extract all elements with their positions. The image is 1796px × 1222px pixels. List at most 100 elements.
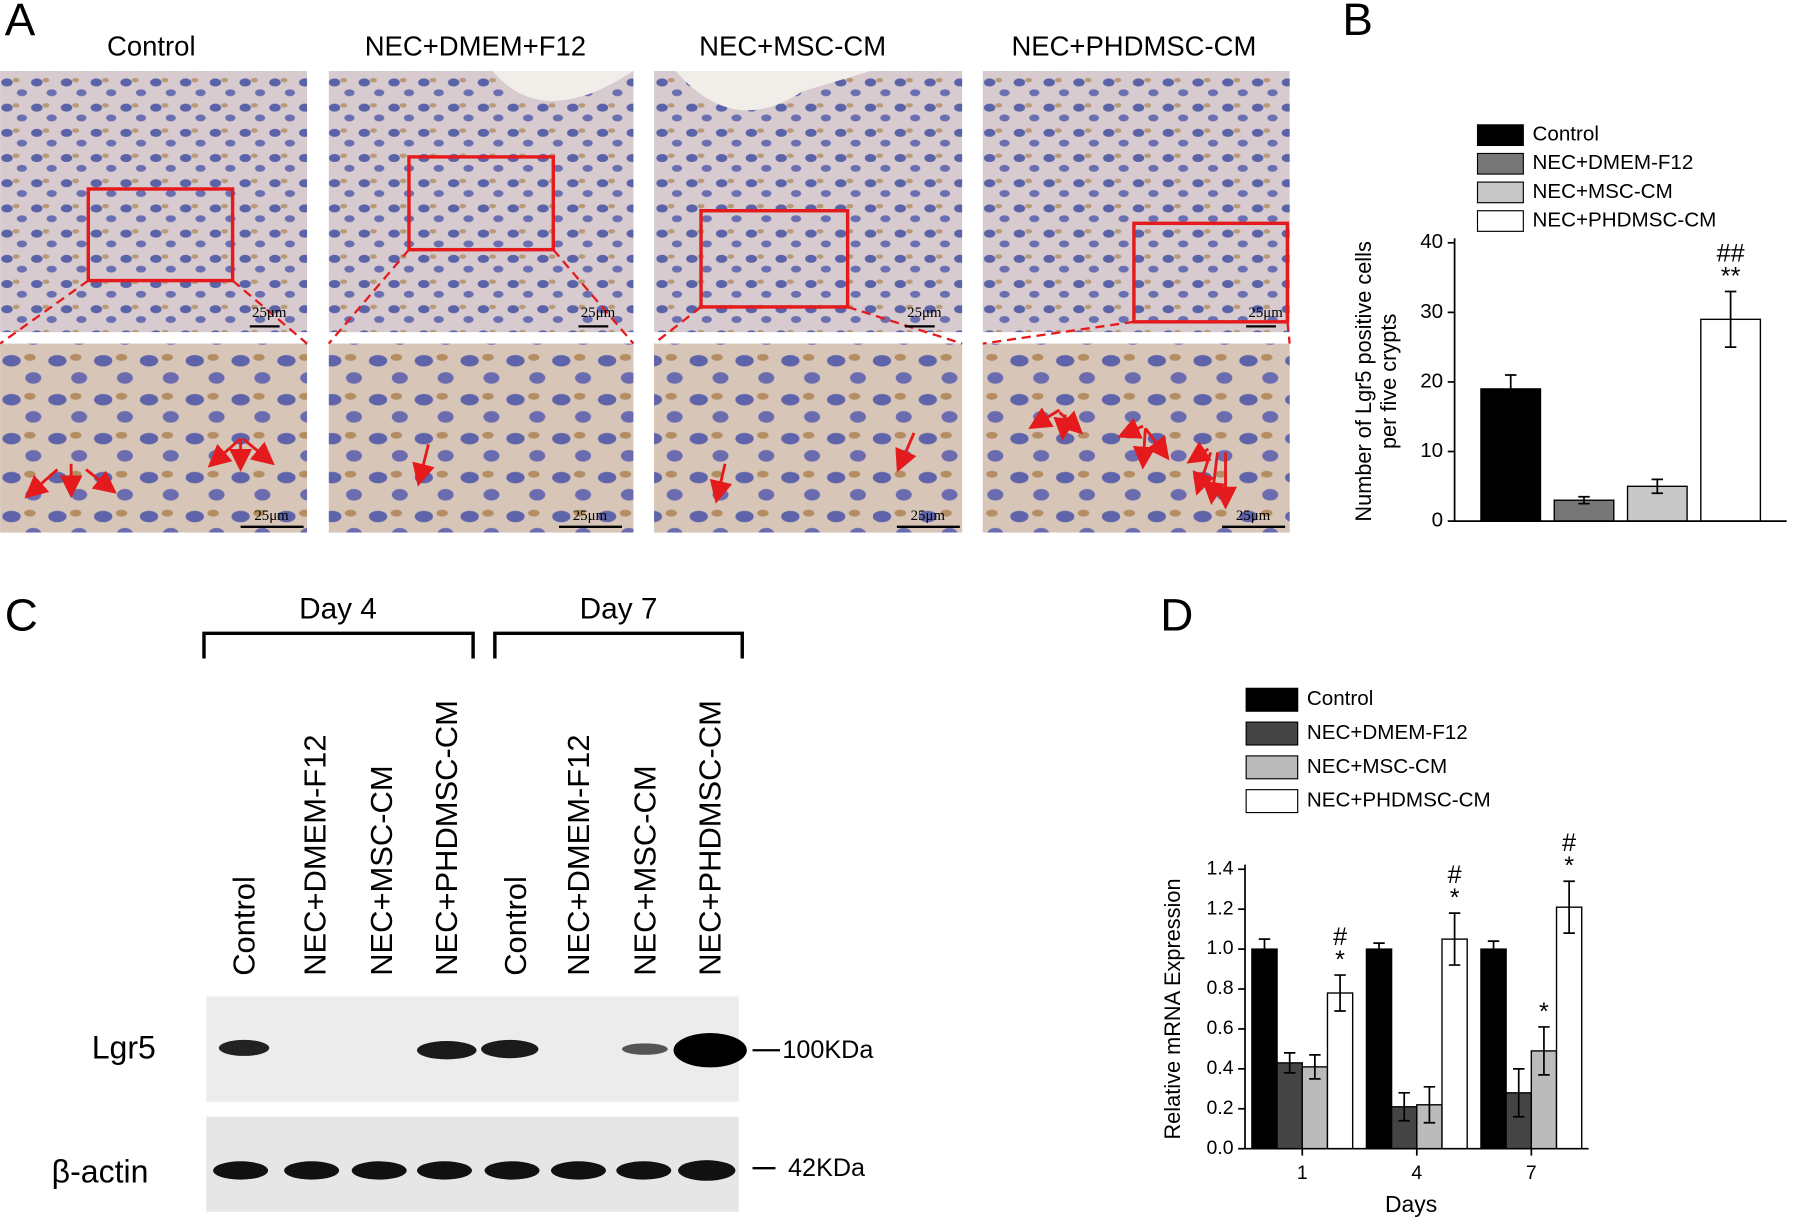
legend-label: NEC+MSC-CM: [1532, 180, 1672, 203]
lane-label: NEC+PHDMSC-CM: [693, 700, 728, 976]
legend-label: NEC+PHDMSC-CM: [1532, 208, 1716, 231]
y-tick-label: 0.2: [1207, 1097, 1234, 1119]
lane-label: Control: [227, 876, 262, 976]
legend-label: NEC+MSC-CM: [1307, 755, 1447, 778]
size-label: 42KDa: [788, 1154, 866, 1182]
error-bar: [1283, 1052, 1296, 1074]
error-bar: [1538, 1026, 1550, 1076]
significance-label: *: [1335, 946, 1345, 974]
x-tick-label: 7: [1526, 1162, 1537, 1184]
error-bar: [1398, 1091, 1410, 1122]
row-label: Lgr5: [92, 1030, 156, 1066]
zoom-boxes: [86, 155, 1290, 324]
error-bar: [1578, 495, 1590, 505]
legend-swatch: [1245, 789, 1299, 814]
axis: [1244, 864, 1589, 1150]
bar: [1555, 906, 1583, 1150]
y-tick-label: 1.2: [1207, 897, 1234, 919]
micrograph: [982, 71, 1290, 333]
bar: [1700, 318, 1762, 522]
western-blot: Day 4 Day 7 Control NEC+DMEM-F12 NEC+MSC-C…: [52, 592, 874, 1212]
x-axis-label: Days: [1385, 1191, 1437, 1217]
legend-swatch: [1476, 210, 1524, 232]
group-label: Day 7: [580, 592, 658, 625]
bar: [1326, 992, 1354, 1150]
error-bar: [1487, 940, 1500, 958]
scale-bar-label: 25μm: [1236, 508, 1271, 524]
bar: [1480, 948, 1507, 1150]
group-label: Day 4: [299, 592, 377, 625]
y-tick-label: 40: [1420, 230, 1443, 253]
legend-swatch: [1476, 124, 1524, 147]
micrograph-title: NEC+PHDMSC-CM: [1011, 30, 1256, 61]
y-tick-label: 30: [1420, 300, 1443, 323]
y-axis-label: Number of Lgr5 positive cells: [1351, 241, 1376, 522]
micrograph: [328, 343, 634, 533]
error-bar: [1423, 1085, 1436, 1124]
error-bar: [1504, 374, 1517, 404]
micrograph-title: Control: [107, 30, 196, 61]
panel-label: B: [1342, 0, 1373, 45]
error-bar: [1651, 478, 1664, 495]
y-tick-label: 20: [1420, 369, 1443, 392]
y-tick-label: 0.8: [1207, 977, 1234, 999]
x-tick-label: 4: [1411, 1162, 1422, 1184]
y-tick-label: 0.6: [1207, 1017, 1234, 1039]
micrograph: [982, 343, 1290, 533]
lane-label: NEC+DMEM-F12: [561, 734, 596, 975]
legend-swatch: [1245, 721, 1299, 746]
scale-bar-label: 25μm: [573, 508, 608, 524]
scale-bar-label: 25μm: [252, 305, 287, 321]
size-label: 100KDa: [782, 1036, 874, 1064]
significance-label: #: [1448, 861, 1462, 889]
error-bar: [1724, 290, 1737, 349]
legend-label: NEC+DMEM-F12: [1532, 151, 1693, 174]
legend-swatch: [1476, 181, 1524, 204]
significance-label: **: [1721, 262, 1741, 290]
bar: [1276, 1062, 1303, 1150]
significance-label: ##: [1717, 240, 1745, 268]
bar: [1480, 388, 1542, 522]
x-tick-label: 1: [1297, 1162, 1308, 1184]
significance-label: *: [1539, 998, 1549, 1026]
error-bar: [1258, 938, 1271, 960]
lumen: [492, 71, 871, 111]
micrographs: Control NEC+DMEM+F12 NEC+MSC-CM NEC+PHDM…: [0, 30, 1291, 533]
micrograph: [328, 71, 634, 333]
legend-label: Control: [1307, 687, 1373, 710]
group-bracket: [202, 631, 744, 659]
scale-bar-label: 25μm: [1248, 305, 1283, 321]
legend-label: Control: [1532, 123, 1598, 146]
legend-swatch: [1476, 152, 1524, 175]
lane-label: Control: [498, 876, 533, 976]
y-tick-label: 1.0: [1207, 937, 1234, 959]
bar: [1441, 938, 1468, 1150]
error-bar: [1309, 1054, 1321, 1080]
significance-label: *: [1450, 884, 1460, 912]
axis: [1453, 238, 1787, 522]
significance-label: #: [1333, 923, 1347, 951]
micrograph-title: NEC+DMEM+F12: [365, 30, 586, 61]
micrograph-title: NEC+MSC-CM: [699, 30, 886, 61]
y-axis-label: per five crypts: [1376, 314, 1401, 449]
lane-label: NEC+MSC-CM: [364, 765, 399, 975]
error-bar: [1448, 912, 1461, 966]
y-tick-label: 1.4: [1207, 857, 1234, 879]
legend-swatch: [1245, 687, 1299, 712]
scale-bars: [240, 325, 1286, 528]
bands: [213, 1033, 747, 1181]
row-label: β-actin: [52, 1153, 149, 1189]
lane-label: NEC+MSC-CM: [627, 765, 662, 975]
y-axis-label: Relative mRNA Expression: [1160, 878, 1185, 1139]
y-tick-label: 10: [1420, 439, 1443, 462]
legend-label: NEC+DMEM-F12: [1307, 721, 1468, 744]
lane-label: NEC+DMEM-F12: [298, 734, 333, 975]
y-tick-label: 0: [1432, 509, 1443, 532]
scale-bar-label: 25μm: [907, 305, 942, 321]
bar: [1365, 948, 1393, 1150]
scale-bar-label: 25μm: [581, 305, 616, 321]
legend-swatch: [1245, 755, 1299, 780]
legend-label: NEC+PHDMSC-CM: [1307, 789, 1491, 812]
scale-bar-label: 25μm: [911, 508, 946, 524]
